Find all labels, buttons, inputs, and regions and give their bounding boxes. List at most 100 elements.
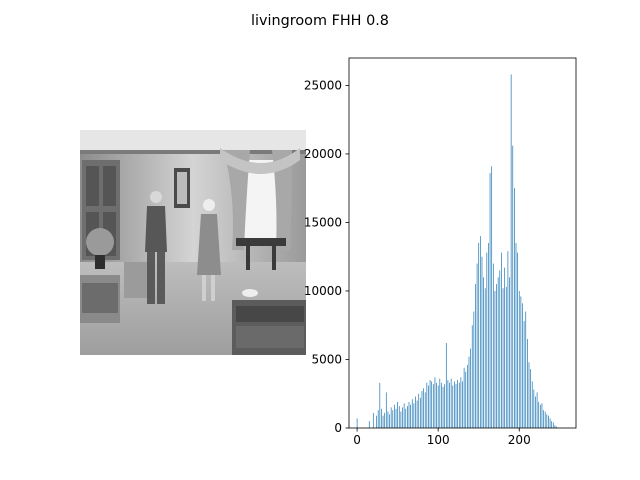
histogram-bar	[372, 412, 374, 428]
histogram-bar	[458, 382, 460, 428]
histogram-bar	[544, 411, 546, 428]
histogram-bar	[423, 388, 424, 428]
histogram-bar	[530, 369, 531, 428]
histogram-bar	[552, 422, 554, 428]
histogram-bar	[428, 385, 429, 428]
histogram-bar	[384, 412, 386, 428]
histogram-bar	[452, 385, 454, 428]
histogram-bar	[424, 392, 426, 428]
histogram-bar	[484, 288, 486, 428]
histogram-bar	[501, 252, 502, 428]
histogram-bar	[483, 277, 484, 428]
histogram-bar	[538, 401, 540, 428]
histogram-bar	[437, 385, 439, 428]
histogram-bar	[522, 303, 523, 428]
histogram-bar	[551, 421, 553, 428]
histogram-bar	[528, 362, 530, 428]
histogram-bar	[407, 406, 408, 428]
x-tick-label: 0	[353, 433, 361, 447]
histogram-bar	[499, 270, 501, 428]
histogram-bar	[518, 290, 520, 428]
histogram-bar	[397, 401, 398, 428]
histogram-bar	[556, 426, 557, 428]
y-tick-label: 5000	[311, 352, 342, 366]
histogram-bar	[486, 252, 488, 428]
histogram-bar	[426, 382, 428, 428]
histogram-bar	[447, 380, 449, 428]
histogram-bar	[457, 380, 458, 428]
figure-title: livingroom FHH 0.8	[251, 13, 389, 29]
histogram-bar	[442, 386, 444, 428]
histogram-bar	[379, 382, 381, 428]
histogram-bar	[543, 410, 544, 428]
x-tick-label: 100	[427, 433, 450, 447]
histogram-bar	[381, 408, 382, 428]
histogram-bar	[398, 406, 400, 428]
histogram-bar	[536, 392, 538, 428]
histogram-bar	[390, 407, 392, 428]
histogram-bar	[475, 284, 476, 428]
histogram-bar	[527, 338, 528, 428]
histogram-bar	[502, 288, 504, 428]
histogram-bar	[494, 290, 496, 428]
histogram-bar	[541, 403, 543, 428]
histogram-bar	[441, 382, 442, 428]
histogram-bar	[509, 277, 510, 428]
histogram-bar	[546, 414, 548, 428]
histogram-bar	[548, 415, 549, 428]
histogram-bar	[523, 321, 525, 428]
y-tick-label: 25000	[304, 78, 342, 92]
histogram-bar	[416, 400, 418, 428]
histogram-bar	[531, 381, 533, 428]
histogram-bar	[470, 348, 471, 428]
histogram-bar	[431, 381, 433, 428]
x-tick-label: 200	[508, 433, 531, 447]
histogram-bar	[368, 421, 370, 428]
histogram-bars	[356, 74, 557, 428]
histogram-bar	[462, 381, 463, 428]
histogram-bar	[356, 418, 358, 428]
y-tick-label: 10000	[304, 284, 342, 298]
histogram-bar	[512, 145, 514, 428]
histogram-bar	[385, 392, 387, 428]
histogram-bar	[488, 243, 489, 428]
histogram-bar	[471, 325, 473, 428]
histogram-bar	[444, 384, 446, 428]
histogram-bar	[394, 404, 395, 428]
histogram-bar	[405, 408, 407, 428]
histogram-bar	[413, 403, 415, 428]
histogram-bar	[432, 384, 434, 428]
histogram-bar	[434, 377, 436, 428]
histogram-bar	[389, 414, 390, 428]
plot-frame	[348, 57, 577, 429]
histogram-bar	[421, 391, 423, 428]
histogram-bar	[392, 410, 394, 428]
histogram-bar	[492, 263, 494, 428]
living-room-image	[80, 130, 306, 355]
histogram-bar	[525, 311, 527, 428]
histogram-bar	[535, 396, 536, 428]
histogram-bar	[549, 418, 551, 428]
histogram-bar	[517, 252, 518, 428]
histogram-bar	[496, 284, 497, 428]
histogram-bar	[436, 382, 437, 428]
histogram-bar	[411, 399, 413, 428]
histogram-bar	[465, 371, 467, 428]
histogram-bar	[497, 277, 499, 428]
histogram-bar	[473, 311, 475, 428]
histogram-bar	[419, 397, 421, 428]
histogram-bar	[382, 415, 384, 428]
histogram-bar	[410, 404, 411, 428]
histogram-bar	[510, 74, 512, 428]
y-axis: 0 5000 10000 15000 20000 25000	[304, 78, 349, 435]
histogram-bar	[478, 243, 480, 428]
histogram-bar	[408, 401, 410, 428]
histogram-bar	[504, 267, 506, 428]
histogram-bar	[463, 367, 465, 428]
histogram-bar	[376, 415, 377, 428]
histogram-bar	[445, 343, 447, 428]
histogram-bar	[454, 381, 455, 428]
histogram-bar	[479, 236, 481, 428]
histogram-bar	[418, 393, 420, 428]
